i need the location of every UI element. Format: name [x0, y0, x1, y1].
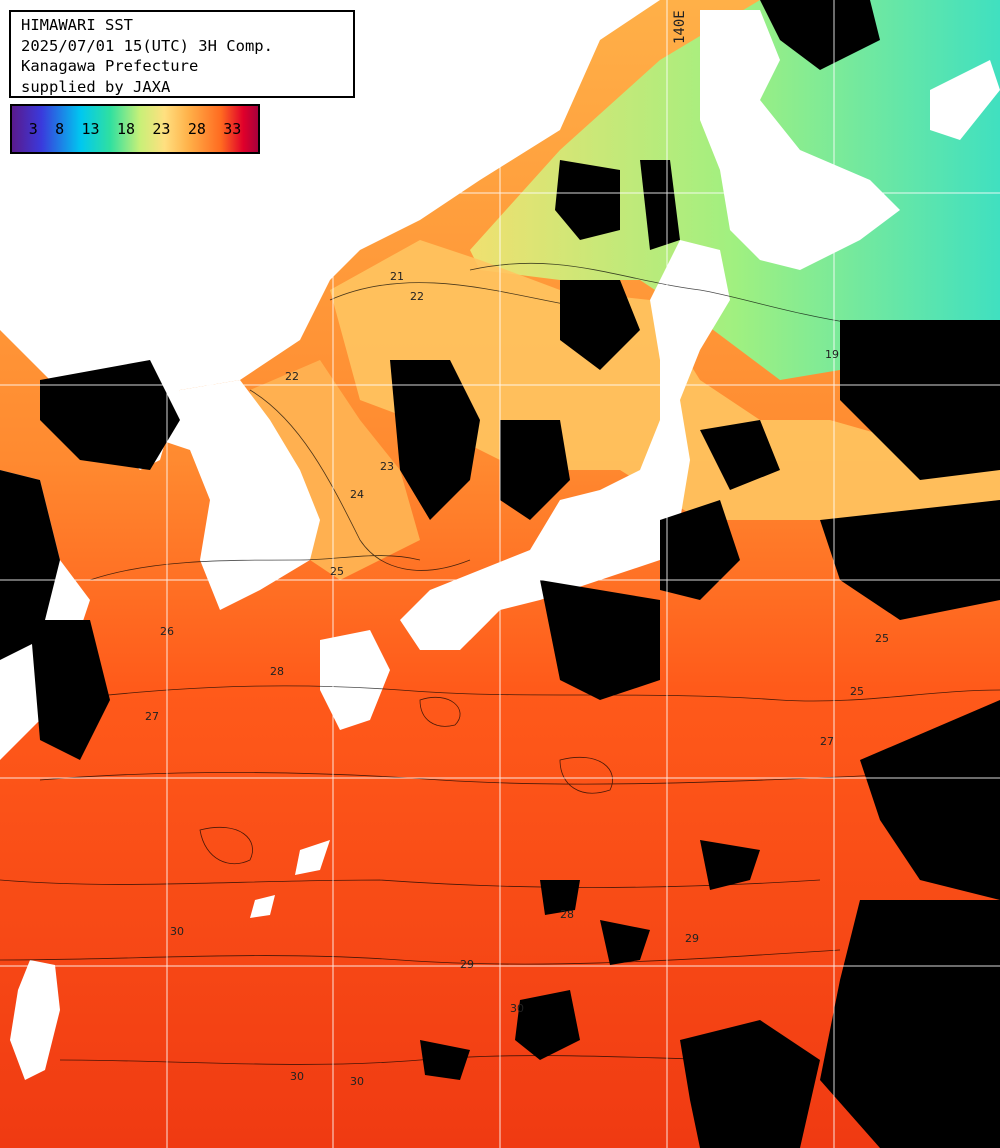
- contour-value-labels: 19 21 22 22 23 24 25 25 25 26 27 27 28 2…: [145, 270, 889, 1088]
- scale-tick: 23: [152, 120, 171, 138]
- contour-label: 28: [560, 908, 574, 921]
- land-small-island: [400, 128, 422, 160]
- contour-label: 29: [460, 958, 474, 971]
- scale-tick: 3: [28, 120, 38, 138]
- contour-label: 19: [825, 348, 839, 361]
- contour-label: 30: [170, 925, 184, 938]
- observation-time: 2025/07/01 15(UTC) 3H Comp.: [21, 36, 273, 55]
- scale-tick: 28: [187, 120, 206, 138]
- contour-label: 21: [390, 270, 404, 283]
- land-shikoku: [420, 600, 490, 650]
- contour-label: 28: [270, 665, 284, 678]
- contour-label: 30: [350, 1075, 364, 1088]
- longitude-label-text: 140E: [672, 10, 688, 44]
- region-name: Kanagawa Prefecture: [21, 57, 199, 75]
- contour-label: 25: [875, 632, 889, 645]
- scale-tick-labels: 3 8 13 18 23 28 33: [12, 120, 258, 140]
- land-ryukyu-2: [250, 895, 275, 918]
- contour-label: 22: [285, 370, 299, 383]
- scale-tick: 8: [55, 120, 65, 138]
- contour-label: 24: [350, 488, 364, 501]
- contour-label: 25: [330, 565, 344, 578]
- contour-label: 27: [820, 735, 834, 748]
- data-source: supplied by JAXA: [21, 77, 171, 96]
- scale-tick: 18: [116, 120, 135, 138]
- contour-label: 22: [410, 290, 424, 303]
- longitude-label: 140E: [670, 4, 688, 46]
- contour-label: 26: [160, 625, 174, 638]
- temperature-color-scale: 3 8 13 18 23 28 33: [10, 104, 260, 154]
- land-taiwan: [10, 960, 60, 1080]
- contour-label: 30: [290, 1070, 304, 1083]
- scale-tick: 33: [223, 120, 242, 138]
- contour-label: 25: [850, 685, 864, 698]
- product-title: HIMAWARI SST: [21, 16, 133, 34]
- contour-label: 27: [145, 710, 159, 723]
- land-honshu: [400, 240, 730, 650]
- land-kyushu: [320, 630, 390, 730]
- land-ryukyu-1: [295, 840, 330, 875]
- map-info-box: HIMAWARI SST 2025/07/01 15(UTC) 3H Comp.…: [9, 10, 355, 98]
- land-sakhalin-tip: [930, 60, 1000, 140]
- land-hokkaido: [700, 10, 900, 270]
- contour-label: 23: [380, 460, 394, 473]
- scale-tick: 13: [81, 120, 100, 138]
- land-korea: [160, 380, 320, 610]
- contour-label: 29: [685, 932, 699, 945]
- contour-label: 30: [510, 1002, 524, 1015]
